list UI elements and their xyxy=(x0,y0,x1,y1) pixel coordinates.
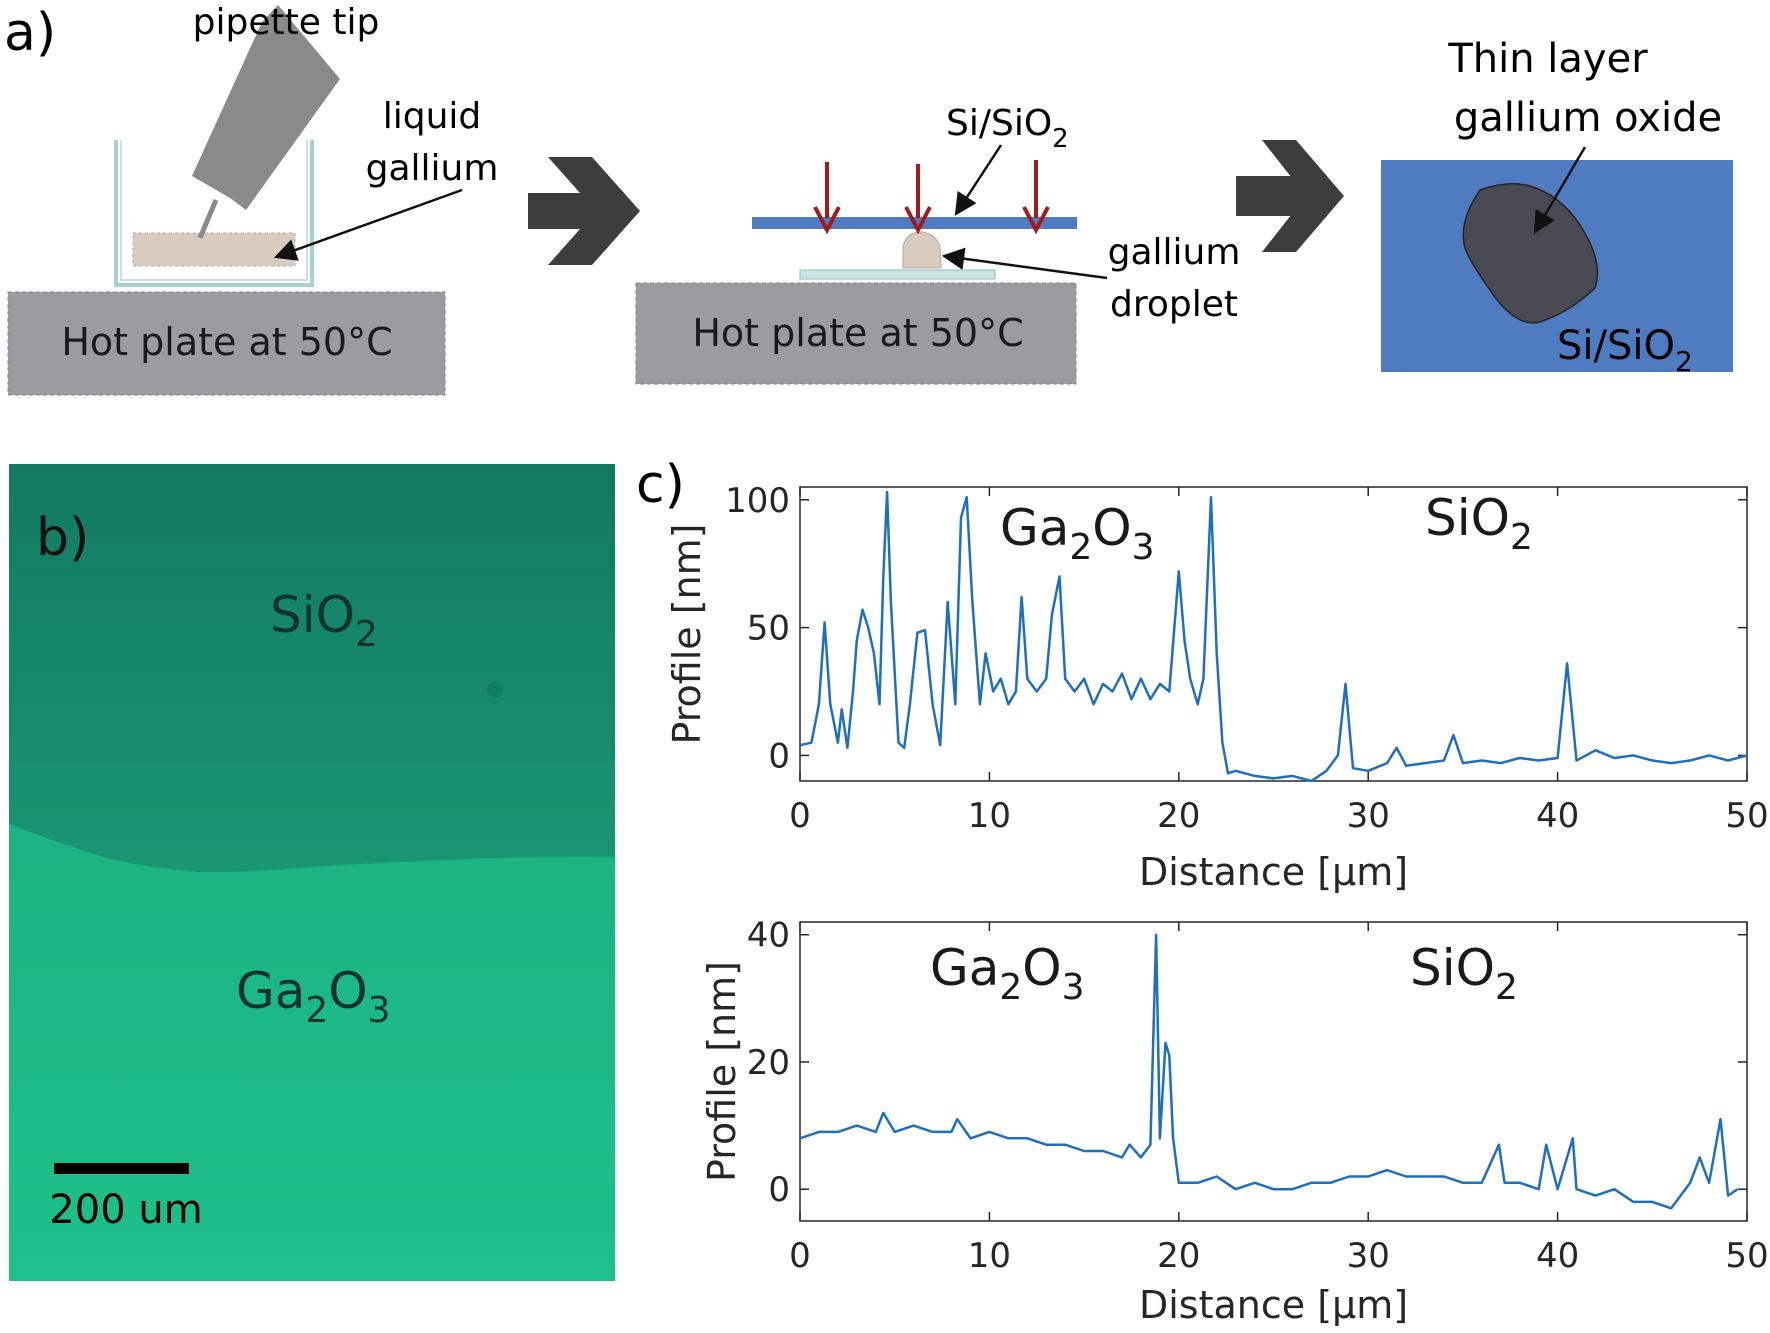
pipette-icon xyxy=(192,5,340,210)
x-tick-label: 0 xyxy=(789,1236,811,1276)
x-tick-label: 40 xyxy=(1536,1236,1579,1276)
region-annotation: Ga2O3 xyxy=(930,939,1085,1008)
x-tick-label: 30 xyxy=(1347,796,1390,836)
region-annotation: SiO2 xyxy=(1410,939,1518,1008)
y-axis-label: Profile [nm] xyxy=(665,524,709,745)
annotation-part: 3 xyxy=(1062,967,1085,1008)
x-tick-label: 10 xyxy=(968,796,1011,836)
y-tick-label: 100 xyxy=(725,481,790,521)
sio2-region-label: SiO2 xyxy=(270,586,378,655)
y-tick-label: 50 xyxy=(747,609,790,649)
panel-c-label: c) xyxy=(636,455,685,515)
gallium-droplet xyxy=(902,231,942,269)
x-tick-label: 10 xyxy=(968,1236,1011,1276)
x-tick-label: 0 xyxy=(789,796,811,836)
annotation-part: Ga xyxy=(1000,499,1069,557)
annotation-part: O xyxy=(1022,939,1061,997)
series-line-profile xyxy=(799,933,1739,1210)
x-tick-label: 50 xyxy=(1725,1236,1768,1276)
region-annotation: SiO2 xyxy=(1425,489,1533,558)
plot-area xyxy=(799,486,1748,782)
step3-title-line1: Thin layer xyxy=(1447,36,1648,82)
step2-substrate-label: Si/SiO2 xyxy=(946,103,1069,154)
x-tick-label: 50 xyxy=(1725,796,1768,836)
chart-top: 0 10 20 30 40 50 0 50 100 Distance [μm] Profile [n… xyxy=(665,481,1769,894)
step1-liquid-gallium xyxy=(132,232,296,267)
pipette-label: pipette tip xyxy=(193,2,380,43)
step1-hotplate-label: Hot plate at 50°C xyxy=(61,320,392,364)
step3-substrate-label: Si/SiO2 xyxy=(1557,323,1693,378)
x-tick-label: 30 xyxy=(1347,1236,1390,1276)
sio2-region xyxy=(9,464,615,873)
x-axis-label: Distance [μm] xyxy=(1139,1283,1408,1327)
step2-slide xyxy=(799,269,996,280)
step1-beaker xyxy=(114,140,314,287)
annotation-part: O xyxy=(1092,499,1131,557)
panel-b-label: b) xyxy=(36,508,89,568)
y-tick-label: 0 xyxy=(768,1170,790,1210)
annotation-part: 2 xyxy=(1495,967,1518,1008)
region-annotation: Ga2O3 xyxy=(1000,499,1155,568)
pressure-arrows xyxy=(813,160,1050,235)
gallium-label-line1: liquid xyxy=(383,96,482,137)
ga2o3-region-label: Ga2O3 xyxy=(236,962,391,1031)
annotation-part: 2 xyxy=(999,967,1022,1008)
annotation-part: 3 xyxy=(1132,527,1155,568)
x-tick-label: 20 xyxy=(1157,1236,1200,1276)
y-tick-label: 40 xyxy=(747,916,790,956)
step3-title-line2: gallium oxide xyxy=(1454,95,1722,141)
x-axis-label: Distance [μm] xyxy=(1139,850,1408,894)
gallium-label-line2: gallium xyxy=(366,148,499,189)
step1-schematic: Hot plate at 50°C pipette tip liquid gal… xyxy=(7,2,499,396)
annotation-part: 2 xyxy=(1069,527,1092,568)
x-tick-label: 40 xyxy=(1536,796,1579,836)
chevron-right-icon xyxy=(1236,140,1344,252)
scale-bar xyxy=(54,1163,189,1174)
x-tick-label: 20 xyxy=(1157,796,1200,836)
step2-schematic: Hot plate at 50°C Si/SiO2 gallium drople… xyxy=(635,103,1241,385)
annotation-part: 2 xyxy=(1510,517,1533,558)
y-tick-label: 0 xyxy=(768,736,790,776)
annotation-part: SiO xyxy=(1410,939,1495,997)
droplet-label-line1: gallium xyxy=(1108,232,1241,273)
annotation-part: SiO xyxy=(1425,489,1510,547)
y-tick-label: 20 xyxy=(747,1043,790,1083)
gallium-oxide-flake xyxy=(1462,183,1599,324)
y-axis-label: Profile [nm] xyxy=(700,961,744,1182)
chevron-right-icon xyxy=(528,157,640,265)
panel-b: b) SiO2 Ga2O3 200 um xyxy=(9,464,615,1281)
step1-hotplate xyxy=(7,291,446,396)
series-line-profile xyxy=(799,490,1748,783)
step3-schematic: Thin layer gallium oxide Si/SiO2 xyxy=(1381,36,1733,378)
droplet-label-line2: droplet xyxy=(1110,284,1238,325)
annotation-part: Ga xyxy=(930,939,999,997)
step2-hotplate xyxy=(635,282,1077,385)
chart-bottom: 0 10 20 30 40 50 0 20 40 Distance [μm] Profile [nm… xyxy=(700,916,1769,1327)
panel-a: a) Hot plate at 50°C pipette tip liquid … xyxy=(4,2,1733,396)
panel-a-label: a) xyxy=(4,3,56,63)
scale-bar-label: 200 um xyxy=(49,1187,202,1233)
plot-area xyxy=(799,921,1748,1222)
step2-hotplate-label: Hot plate at 50°C xyxy=(692,311,1023,355)
